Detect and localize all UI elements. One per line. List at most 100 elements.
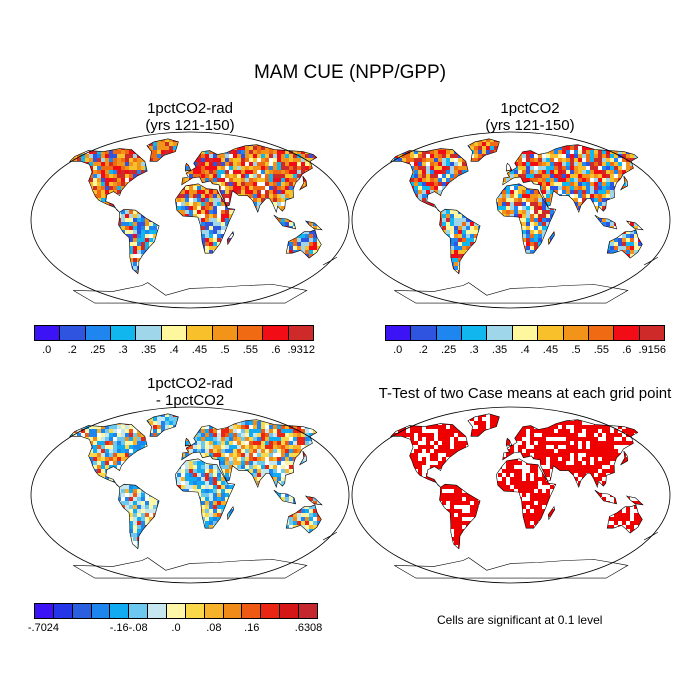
coastline-africa [495, 458, 557, 529]
coastline-japan [619, 450, 629, 466]
coastline-greenland [146, 138, 179, 162]
cb2-tick-label: .9156 [638, 344, 667, 356]
coastline-australia [285, 229, 322, 259]
cb3-swatch-2 [72, 604, 92, 618]
coastline-eurasia [181, 419, 318, 489]
cb3-tick-label: -.16 [109, 622, 129, 634]
colorbar-panel-1 [34, 325, 314, 341]
cb3-swatch-10 [223, 604, 243, 618]
coastline-greenland [146, 413, 179, 437]
coastline-japan [298, 450, 308, 466]
cb1-tick-label: .5 [220, 344, 230, 356]
coastline-uk [184, 437, 192, 447]
coastline-antarctica [394, 282, 629, 304]
coastline-eurasia [502, 144, 639, 214]
colorbar-panel-2 [385, 325, 665, 341]
cb3-tick-label: .6308 [294, 622, 323, 634]
cb3-swatch-8 [185, 604, 205, 618]
cb2-tick-label: .5 [571, 344, 581, 356]
cb1-swatch-5 [161, 326, 188, 340]
coastline-nz [322, 256, 337, 266]
coastline-southAmerica [118, 208, 160, 275]
cb2-swatch-1 [411, 326, 437, 340]
coastline-australia [606, 229, 643, 259]
cb3-swatch-5 [129, 604, 149, 618]
coastline-newguinea [625, 220, 644, 231]
coastline-antarctica [394, 557, 629, 579]
panel-2-title: 1pctCO2 (yrs 121-150) [380, 100, 680, 134]
significance-note: Cells are significant at 0.1 level [437, 613, 603, 627]
map-outline [30, 406, 350, 584]
colorbar-panel-3 [34, 603, 318, 619]
panel-3-title-line-2: - 1pctCO2 [155, 392, 225, 409]
cb3-swatch-12 [261, 604, 281, 618]
coastline-newguinea [304, 220, 323, 231]
map-grid-cells [69, 413, 337, 549]
panel-3-title-line-1: 1pctCO2-rad [147, 375, 233, 392]
colorbar-panel-1-labels: .0 .2 .25 .3 .35 .4 .45 .5 .55 .6 .9312 [34, 344, 316, 358]
cb1-tick-label: .35 [140, 344, 157, 356]
panel-4-title: T-Test of two Case means at each grid po… [355, 385, 695, 402]
panel-1-title: 1pctCO2-rad (yrs 121-150) [40, 100, 340, 134]
panel-3-title: 1pctCO2-rad - 1pctCO2 [40, 375, 340, 409]
cb3-swatch-7 [167, 604, 186, 618]
coastline-northAmerica [390, 148, 469, 213]
coastline-australia [606, 504, 643, 534]
coastline-madagascar [547, 505, 556, 521]
cb3-tick-label: .0 [171, 622, 181, 634]
map-grid-cells [390, 138, 658, 274]
coastline-uk [505, 162, 513, 172]
cb1-tick-label: .25 [89, 344, 106, 356]
cb2-tick-label: .35 [491, 344, 508, 356]
map-outline [351, 406, 671, 584]
coastline-africa [174, 183, 236, 254]
coastline-southAmerica [439, 483, 481, 550]
cb3-swatch-14 [299, 604, 317, 618]
coastline-africa [495, 183, 557, 254]
map-grid-cells [69, 138, 337, 274]
map-panel-1 [30, 131, 350, 309]
panel-2-title-line-1: 1pctCO2 [500, 100, 560, 117]
coastline-nz [643, 531, 658, 541]
coastline-newguinea [304, 495, 323, 506]
cb3-swatch-3 [91, 604, 111, 618]
coastline-japan [619, 175, 629, 191]
panel-1-title-line-2: (yrs 121-150) [145, 117, 235, 134]
cb2-swatch-6 [538, 326, 564, 340]
coastline-newguinea [625, 495, 644, 506]
cb3-swatch-6 [148, 604, 168, 618]
coastline-antarctica [73, 557, 308, 579]
coastline-nz [643, 256, 658, 266]
map-panel-4 [351, 406, 671, 584]
cb1-swatch-8 [237, 326, 264, 340]
coastline-madagascar [226, 505, 235, 521]
cb2-tick-label: .45 [542, 344, 559, 356]
map-grid-cells [390, 413, 658, 549]
cb1-tick-label: .4 [169, 344, 179, 356]
coastline-eurasia [181, 144, 318, 214]
cb1-tick-label: .55 [242, 344, 259, 356]
map-panel-2 [351, 131, 671, 309]
cb1-swatch-0 [35, 326, 61, 340]
coastline-africa [174, 458, 236, 529]
cb2-swatch-9 [614, 326, 640, 340]
coastline-uk [505, 437, 513, 447]
cb3-tick-label: .16 [244, 622, 260, 634]
cb2-swatch-7 [563, 326, 589, 340]
cb1-tick-label: .45 [191, 344, 208, 356]
cb1-tick-label: .9312 [287, 344, 316, 356]
cb2-swatch-5 [512, 326, 539, 340]
figure-title: MAM CUE (NPP/GPP) [253, 62, 447, 83]
coastline-southAmerica [439, 208, 481, 275]
cb1-swatch-3 [111, 326, 137, 340]
map-outline [351, 131, 671, 309]
cb2-tick-label: .4 [520, 344, 530, 356]
coastline-australia [285, 504, 322, 534]
cb2-tick-label: .55 [593, 344, 610, 356]
cb2-tick-label: .6 [622, 344, 632, 356]
cb2-swatch-4 [487, 326, 513, 340]
cb3-swatch-1 [53, 604, 73, 618]
cb3-swatch-4 [110, 604, 130, 618]
coastline-madagascar [547, 230, 556, 246]
cb1-tick-label: .3 [118, 344, 128, 356]
